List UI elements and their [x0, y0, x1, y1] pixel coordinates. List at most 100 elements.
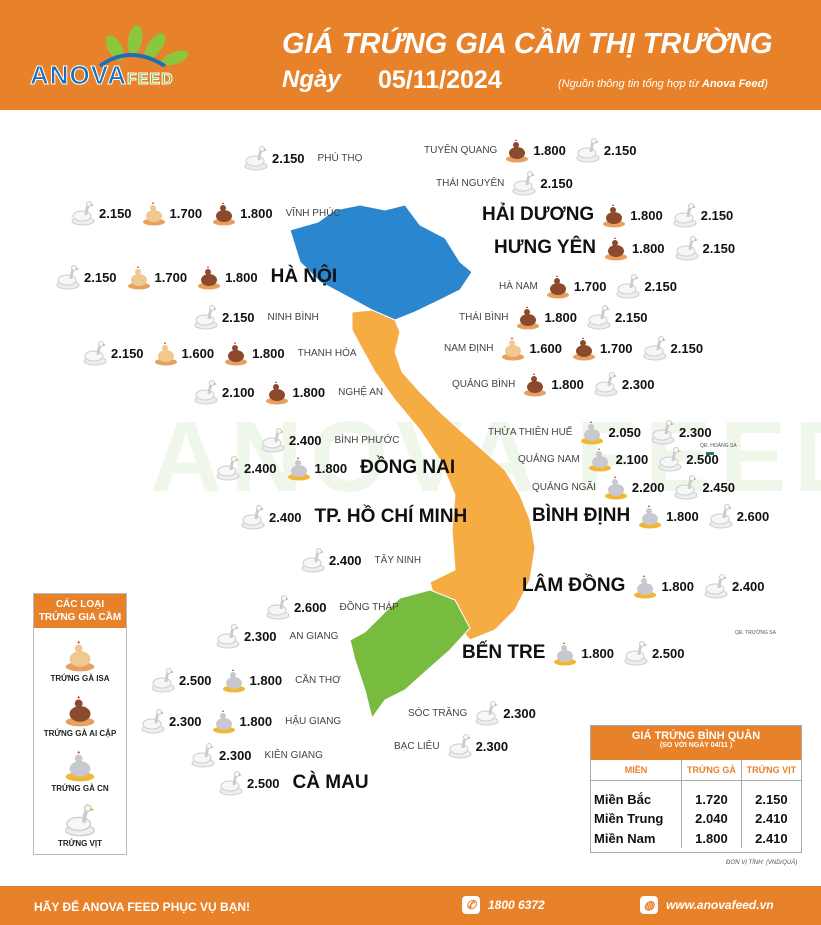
table-row: Miền Nam 1.800 2.410 — [591, 828, 801, 848]
duck-icon — [657, 446, 683, 472]
hen-ai-cap-icon — [601, 202, 627, 228]
average-table: MIỀN TRỨNG GÀ TRỨNG VỊT Miền Bắc 1.720 2.1… — [591, 760, 801, 848]
hen-isa-icon — [141, 200, 167, 226]
price-value: 2.500 — [179, 672, 212, 688]
duck-icon — [215, 623, 241, 649]
price-value: 2.500 — [651, 645, 685, 661]
price-value: 1.800 — [239, 713, 273, 729]
hen-cn-icon — [211, 708, 237, 734]
province-name: AN GIANG — [289, 630, 339, 642]
legend-label: TRỨNG GÀ ISA — [50, 674, 110, 683]
province-name: PHÚ THỌ — [317, 152, 363, 164]
province-row: LÂM ĐỒNG 1.800 2.400 — [518, 573, 771, 599]
price-value: 2.400 — [269, 509, 302, 525]
unit-note: ĐƠN VỊ TÍNH: (VND/QUẢ) — [726, 860, 798, 866]
hoang-sa-island — [706, 452, 714, 455]
hen-ai-cap-icon — [264, 379, 290, 405]
price-value: 2.050 — [608, 424, 642, 440]
legend-panel: CÁC LOẠI TRỨNG GIA CẦM TRỨNG GÀ ISA TRỨNG … — [33, 593, 127, 855]
province-name: THỪA THIÊN HUẾ — [488, 426, 573, 438]
duck-icon — [703, 573, 729, 599]
province-row: SÓC TRĂNG 2.300 — [404, 700, 542, 726]
province-name: NGHỆ AN — [338, 386, 384, 398]
website-link[interactable]: ◍ www.anovafeed.vn — [640, 896, 774, 914]
price-value: 2.300 — [621, 376, 655, 392]
province-name: HẬU GIANG — [285, 715, 342, 727]
duck-icon — [511, 170, 537, 196]
province-row: 2.150 1.600 1.800 THANH HÓA — [82, 340, 361, 366]
hen-ai-cap-icon — [522, 371, 548, 397]
price-value: 2.450 — [702, 479, 735, 495]
province-name: HẢI DƯƠNG — [482, 204, 595, 225]
province-row: THÁI NGUYÊN 2.150 — [432, 170, 579, 196]
price-value: 2.150 — [702, 240, 736, 256]
duck-icon — [193, 379, 219, 405]
price-value: 1.800 — [252, 345, 285, 361]
price-value: 1.800 — [240, 205, 273, 221]
price-value: 1.600 — [181, 345, 215, 361]
price-value: 2.300 — [244, 628, 277, 644]
duck-icon — [190, 742, 216, 768]
hen-isa-icon — [153, 340, 179, 366]
logo-text: ANOVA — [30, 60, 127, 91]
region-central — [351, 309, 536, 641]
duck-icon — [55, 264, 81, 290]
page-title: GIÁ TRỨNG GIA CẦM THỊ TRƯỜNG — [282, 28, 773, 60]
duck-icon — [215, 455, 241, 481]
hen-cn-icon — [632, 573, 658, 599]
hen-ai-cap-icon — [196, 264, 222, 290]
price-value: 2.400 — [731, 578, 765, 594]
province-name: KIÊN GIANG — [264, 749, 323, 761]
col-header-chicken: TRỨNG GÀ — [681, 760, 742, 781]
price-value: 2.300 — [169, 713, 202, 729]
phone-link[interactable]: ✆ 1800 6372 — [462, 896, 545, 914]
price-value: 2.400 — [329, 552, 362, 568]
price-value: 2.150 — [222, 309, 255, 325]
province-name: BẾN TRE — [462, 642, 546, 663]
duck-icon — [63, 803, 97, 837]
province-name: ĐỒNG NAI — [360, 457, 456, 478]
province-name: QUẢNG NAM — [518, 453, 580, 465]
duck-icon — [447, 733, 473, 759]
globe-icon: ◍ — [640, 896, 658, 914]
province-name: THÁI BÌNH — [459, 311, 509, 323]
price-value: 1.800 — [666, 508, 699, 524]
source-note: (Nguồn thông tin tổng hợp từ Anova Feed) — [558, 78, 768, 90]
hen-cn-icon — [637, 503, 663, 529]
hen-ai-cap-icon — [63, 693, 97, 727]
price-value: 1.800 — [249, 672, 283, 688]
price-value: 2.200 — [631, 479, 665, 495]
province-row: NAM ĐỊNH 1.600 1.700 2.150 — [440, 335, 709, 361]
duck-icon — [575, 137, 601, 163]
legend-title: CÁC LOẠI TRỨNG GIA CẦM — [34, 594, 126, 628]
duck-icon — [300, 547, 326, 573]
footer-slogan: HÃY ĐỂ ANOVA FEED PHỤC VỤ BẠN! — [34, 900, 251, 914]
province-row: HẢI DƯƠNG 1.800 2.150 — [478, 202, 739, 228]
hen-cn-icon — [221, 667, 247, 693]
province-row: BẠC LIÊU 2.300 — [390, 733, 514, 759]
price-value: 1.800 — [292, 384, 326, 400]
legend-label: TRỨNG GÀ CN — [51, 784, 109, 793]
province-row: 2.300 AN GIANG — [215, 623, 342, 649]
province-name: LÂM ĐỒNG — [522, 575, 626, 596]
province-row: 2.150 1.700 1.800 HÀ NỘI — [55, 264, 341, 290]
duck-icon — [586, 304, 612, 330]
price-value: 2.400 — [244, 460, 277, 476]
price-value: 2.150 — [644, 278, 677, 294]
province-name: TÂY NINH — [374, 554, 422, 566]
duck-icon — [240, 504, 266, 530]
province-name: TP. HỒ CHÍ MINH — [314, 506, 468, 527]
province-row: 2.300 KIÊN GIANG — [190, 742, 327, 768]
region-south — [349, 589, 471, 720]
province-name: TUYÊN QUANG — [424, 144, 498, 156]
province-name: BẠC LIÊU — [394, 740, 440, 752]
duck-icon — [672, 202, 698, 228]
hen-ai-cap-icon — [545, 273, 571, 299]
price-value: 2.600 — [294, 599, 327, 615]
duck-icon — [193, 304, 219, 330]
price-value: 1.700 — [154, 269, 188, 285]
province-name: BÌNH ĐỊNH — [532, 505, 631, 526]
duck-icon — [474, 700, 500, 726]
price-value: 1.700 — [600, 340, 633, 356]
legend-item: TRỨNG VỊT — [34, 801, 126, 848]
